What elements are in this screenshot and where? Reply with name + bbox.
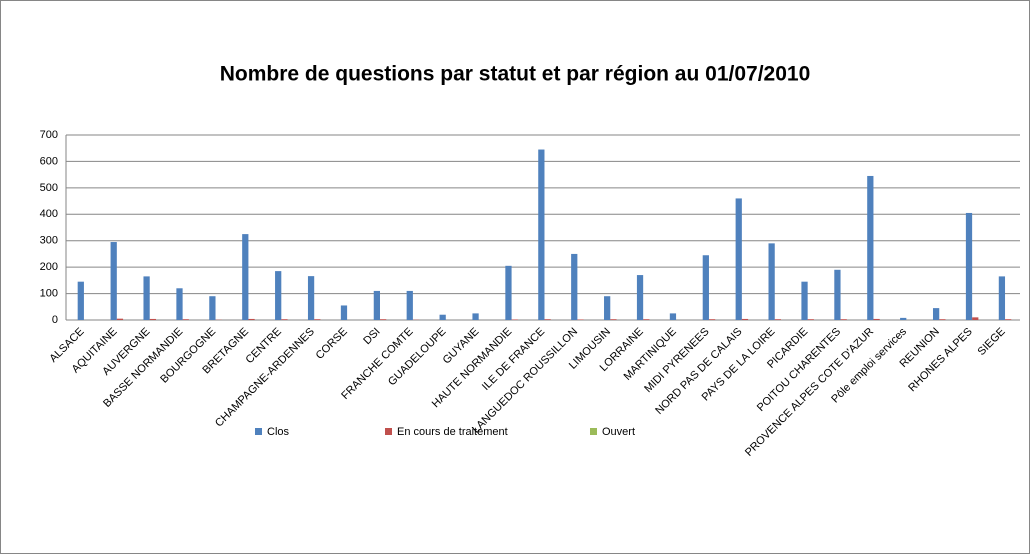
chart-title: Nombre de questions par statut et par ré…: [220, 63, 811, 86]
bar: [741, 318, 749, 320]
bar: [275, 271, 282, 320]
bar: [873, 318, 880, 320]
legend-swatch: [255, 428, 262, 435]
legend-swatch: [590, 428, 597, 435]
bar: [242, 234, 249, 320]
bar: [840, 319, 847, 320]
bar: [314, 319, 321, 320]
bar: [538, 149, 545, 320]
bar: [643, 319, 650, 320]
bar: [571, 253, 578, 320]
bar: [867, 175, 874, 320]
y-tick-label: 600: [40, 155, 58, 167]
bar: [801, 281, 808, 320]
bar: [604, 296, 611, 320]
bar: [373, 290, 380, 320]
bar: [307, 276, 315, 320]
bar: [735, 198, 742, 320]
bar: [77, 281, 84, 320]
bar: [998, 276, 1006, 320]
y-tick-label: 200: [40, 261, 58, 273]
legend-swatch: [385, 428, 392, 435]
bar: [702, 255, 709, 320]
y-tick-label: 300: [40, 235, 58, 247]
bar: [900, 317, 907, 320]
bar: [834, 269, 841, 320]
bar: [340, 305, 348, 320]
bar: [182, 319, 189, 320]
bar: [965, 212, 973, 320]
bar: [406, 290, 413, 320]
bar: [379, 319, 387, 320]
bar: [807, 319, 814, 320]
bar: [768, 243, 775, 320]
bar: [110, 242, 117, 320]
bar: [248, 318, 255, 320]
y-tick-label: 500: [40, 182, 58, 194]
bar: [577, 319, 584, 320]
bar: [505, 265, 512, 320]
bar: [472, 313, 479, 320]
bar: [669, 313, 677, 320]
bar: [972, 317, 979, 320]
bar: [774, 319, 782, 320]
bar: [708, 319, 716, 320]
y-tick-label: 100: [40, 287, 58, 299]
bar: [511, 319, 518, 320]
bar: [209, 296, 216, 320]
bar: [281, 319, 288, 320]
legend-label: Ouvert: [602, 426, 635, 438]
bar: [149, 318, 156, 320]
legend-label: En cours de traitement: [397, 426, 508, 438]
y-tick-label: 400: [40, 208, 58, 220]
bar: [439, 314, 446, 320]
bar: [143, 276, 150, 320]
bar: [176, 288, 183, 320]
bar: [636, 275, 644, 320]
bar: [939, 319, 946, 320]
bar: [116, 318, 124, 320]
bar: [610, 319, 617, 320]
y-tick-label: 0: [52, 314, 58, 326]
bar: [1005, 319, 1012, 320]
legend-label: Clos: [267, 426, 290, 438]
bar: [932, 308, 940, 320]
y-tick-label: 700: [40, 129, 58, 141]
bar: [544, 319, 551, 320]
